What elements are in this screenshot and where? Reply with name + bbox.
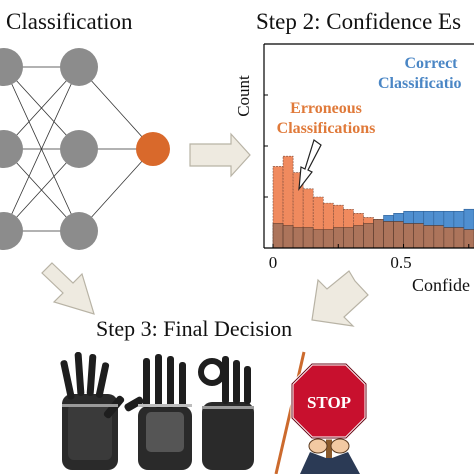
overlap-bar — [453, 227, 465, 249]
correct-bar — [413, 210, 425, 224]
input-node-3 — [0, 212, 23, 250]
erroneous-bar — [322, 202, 334, 249]
y-axis-label: Count — [234, 75, 253, 117]
erroneous-label-line2: Classifications — [277, 120, 376, 137]
edge — [3, 66, 80, 232]
correct-bar — [403, 210, 414, 224]
correct-bar — [463, 208, 474, 230]
hands-holding-sign-icon — [300, 438, 360, 474]
correct-label-line1: Correct — [405, 55, 459, 72]
correct-bars — [272, 208, 474, 249]
axis-ticks — [264, 94, 470, 248]
correct-bar — [383, 215, 394, 222]
overlap-bar — [423, 225, 435, 249]
x-tick-0-5: 0.5 — [390, 253, 411, 272]
step1-title: Classification — [6, 9, 133, 34]
overlap-bar — [373, 219, 384, 249]
stop-sign: STOP — [290, 362, 368, 474]
overlap-bar — [383, 221, 394, 249]
overlap-bar — [443, 227, 455, 249]
x-axis-label: Confide — [412, 275, 470, 295]
prosthetic-hand-spread-icon — [124, 354, 192, 470]
hidden-node-1 — [60, 48, 98, 86]
erroneous-pointer-arrow — [298, 139, 322, 192]
overlap-bar — [353, 225, 364, 249]
hidden-node-3 — [60, 212, 98, 250]
overlap-bar — [363, 223, 374, 249]
network-nodes — [0, 48, 170, 250]
correct-label-line2: Classificatio — [378, 75, 462, 92]
correct-bar — [433, 210, 445, 226]
arrow-step1-to-step3 — [41, 262, 95, 315]
overlap-bar — [413, 223, 425, 249]
correct-bar — [423, 210, 435, 226]
arrow-step2-to-step3 — [311, 270, 369, 327]
hidden-node-2 — [60, 130, 98, 168]
output-node — [136, 132, 170, 166]
overlap-bar — [302, 227, 314, 249]
overlap-bar — [282, 225, 294, 249]
confidence-histogram: Count 0 0.5 Confide Erroneous Classifica… — [234, 43, 474, 295]
prosthetic-hand-ok-icon — [198, 356, 254, 470]
overlap-bar — [312, 229, 324, 249]
step3-title: Step 3: Final Decision — [96, 316, 292, 341]
overlap-bar — [393, 221, 404, 249]
prosthetic-hands — [60, 351, 254, 470]
erroneous-label-line1: Erroneous — [290, 100, 362, 117]
step2-title: Step 2: Confidence Es — [256, 9, 461, 34]
stop-sign-text: STOP — [307, 393, 351, 412]
input-node-2 — [0, 130, 23, 168]
overlap-bar — [433, 225, 445, 249]
overlap-bar — [272, 223, 284, 249]
overlap-bar — [343, 227, 354, 249]
overlap-bar — [322, 229, 334, 249]
correct-bar — [443, 210, 455, 228]
prosthetic-hand-open-icon — [60, 351, 125, 470]
input-node-1 — [0, 48, 23, 86]
overlap-bar — [292, 227, 304, 249]
overlap-bar — [403, 223, 414, 249]
arrow-step1-to-step2 — [189, 132, 251, 178]
neural-network — [0, 48, 170, 250]
divider-slash — [274, 351, 306, 474]
x-tick-0: 0 — [269, 253, 278, 272]
correct-bar — [393, 213, 404, 222]
correct-bar — [453, 210, 465, 228]
